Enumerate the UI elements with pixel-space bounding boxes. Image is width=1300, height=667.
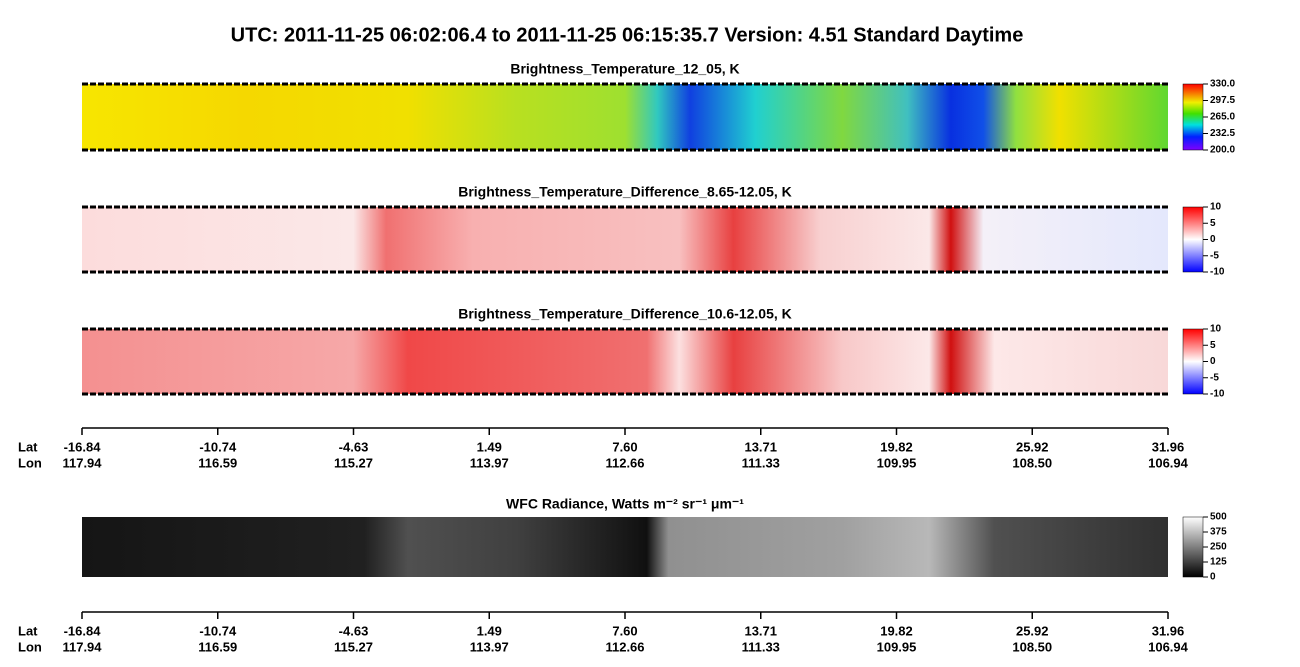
lon-tick-label: 117.94 [62, 639, 102, 654]
colorbar [1182, 328, 1204, 395]
lat-label: Lat [18, 439, 38, 454]
lon-tick-label: 116.59 [198, 455, 237, 470]
colorbar-tick-label: 265.0 [1210, 112, 1235, 123]
lat-tick-label: 13.71 [744, 439, 777, 454]
colorbar-tick-label: 0 [1210, 572, 1216, 583]
colorbar-tick-label: -5 [1210, 250, 1219, 261]
colorbar-tick-label: 5 [1210, 340, 1216, 351]
lat-tick-label: 25.92 [1016, 623, 1049, 638]
lon-tick-label: 111.33 [742, 455, 780, 470]
lat-tick-label: 31.96 [1152, 623, 1185, 638]
lat-tick-label: 1.49 [477, 623, 502, 638]
image-strip [82, 84, 1168, 150]
panel-title: Brightness_Temperature_Difference_8.65-1… [458, 184, 792, 200]
lat-tick-label: 1.49 [477, 439, 502, 454]
lat-tick-label: -4.63 [339, 439, 369, 454]
lat-tick-label: -16.84 [64, 623, 102, 638]
colorbar-tick-label: 125 [1210, 557, 1227, 568]
colorbar-tick-label: 330.0 [1210, 79, 1235, 90]
lon-tick-label: 108.50 [1012, 639, 1052, 654]
colorbar-tick-label: 200.0 [1210, 145, 1235, 156]
panel-title: WFC Radiance, Watts m⁻² sr⁻¹ μm⁻¹ [506, 496, 744, 512]
panel-title: Brightness_Temperature_Difference_10.6-1… [458, 306, 792, 322]
lat-tick-label: -4.63 [339, 623, 369, 638]
colorbar [1182, 516, 1204, 578]
lat-tick-label: -10.74 [199, 623, 237, 638]
panel-title: Brightness_Temperature_12_05, K [510, 61, 739, 77]
page-title: UTC: 2011-11-25 06:02:06.4 to 2011-11-25… [231, 24, 1024, 46]
lon-tick-label: 112.66 [605, 639, 644, 654]
lon-tick-label: 109.95 [877, 455, 917, 470]
colorbar-tick-label: 0 [1210, 356, 1216, 367]
lon-tick-label: 108.50 [1012, 455, 1052, 470]
colorbar-tick-label: -5 [1210, 372, 1219, 383]
colorbar-tick-label: 232.5 [1210, 128, 1235, 139]
image-strip [82, 517, 1168, 577]
lat-tick-label: 19.82 [880, 439, 913, 454]
lon-tick-label: 111.33 [742, 639, 780, 654]
lat-tick-label: 7.60 [612, 623, 637, 638]
colorbar-tick-label: 250 [1210, 542, 1227, 553]
colorbar [1182, 206, 1204, 273]
image-strip [82, 207, 1168, 272]
lon-tick-label: 115.27 [334, 455, 373, 470]
lat-tick-label: 13.71 [744, 623, 777, 638]
lat-tick-label: 19.82 [880, 623, 913, 638]
colorbar-tick-label: 10 [1210, 202, 1222, 213]
colorbar-tick-label: 375 [1210, 527, 1227, 538]
colorbar [1182, 83, 1204, 151]
lat-tick-label: -16.84 [64, 439, 102, 454]
lon-label: Lon [18, 639, 42, 654]
lat-tick-label: 31.96 [1152, 439, 1185, 454]
lon-tick-label: 116.59 [198, 639, 237, 654]
lon-tick-label: 113.97 [470, 455, 509, 470]
lon-tick-label: 115.27 [334, 639, 373, 654]
lon-tick-label: 117.94 [62, 455, 102, 470]
colorbar-tick-label: 500 [1210, 512, 1227, 523]
lon-tick-label: 112.66 [605, 455, 644, 470]
lon-tick-label: 106.94 [1148, 455, 1189, 470]
colorbar-tick-label: 0 [1210, 234, 1216, 245]
lat-tick-label: 7.60 [612, 439, 637, 454]
lat-tick-label: -10.74 [199, 439, 237, 454]
colorbar-tick-label: 297.5 [1210, 95, 1235, 106]
colorbar-tick-label: 5 [1210, 218, 1216, 229]
lat-label: Lat [18, 623, 38, 638]
image-strip [82, 329, 1168, 394]
colorbar-tick-label: 10 [1210, 324, 1222, 335]
lon-tick-label: 109.95 [877, 639, 917, 654]
colorbar-tick-label: -10 [1210, 389, 1225, 400]
colorbar-tick-label: -10 [1210, 267, 1225, 278]
lon-label: Lon [18, 455, 42, 470]
lat-tick-label: 25.92 [1016, 439, 1049, 454]
lon-tick-label: 106.94 [1148, 639, 1189, 654]
lon-tick-label: 113.97 [470, 639, 509, 654]
